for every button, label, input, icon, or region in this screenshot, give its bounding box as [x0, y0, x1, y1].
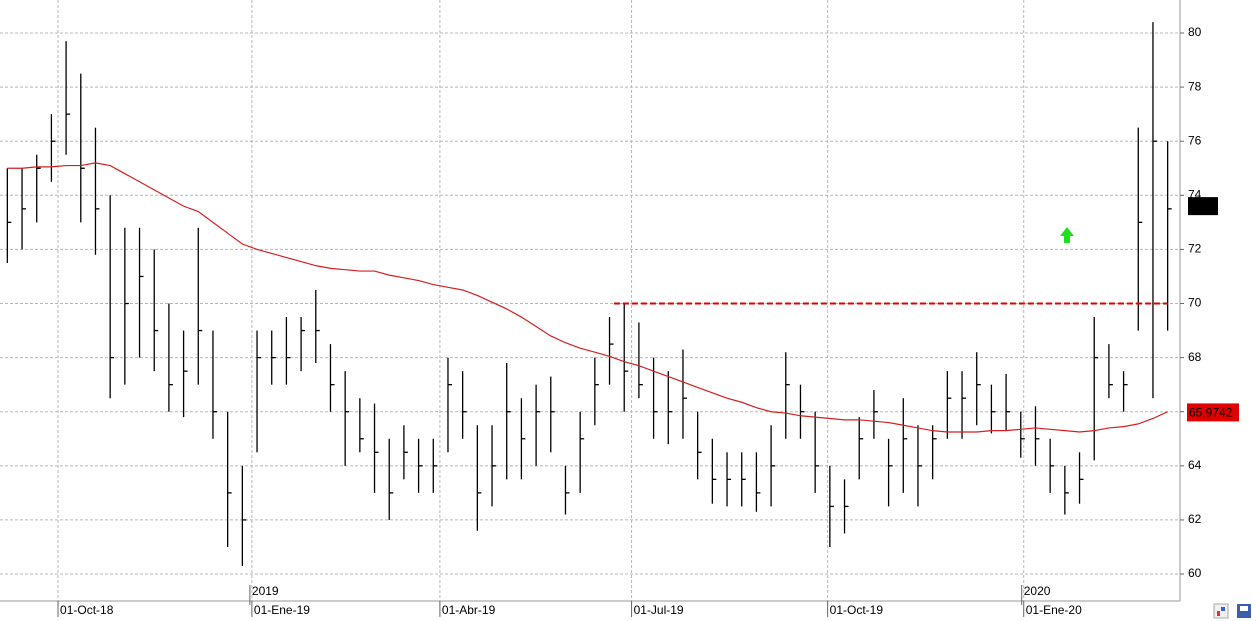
moving-average-line [7, 162, 1168, 433]
y-tick-label: 70 [1188, 296, 1202, 310]
y-tick-label: 68 [1188, 350, 1202, 364]
x-tick-label: 01-Ene-20 [1026, 603, 1082, 617]
ma-label: 65.9742 [1189, 406, 1233, 420]
up-arrow-icon [1060, 227, 1074, 243]
ma-label-box [1187, 403, 1239, 422]
x-tick-label: 01-Abr-19 [442, 603, 496, 617]
y-tick-label: 60 [1188, 566, 1202, 580]
x-tick-label: 01-Ene-19 [254, 603, 310, 617]
x-tick-label: 01-Oct-19 [830, 603, 884, 617]
last-price-box [1188, 197, 1218, 216]
icon-part [1240, 606, 1248, 611]
y-tick-label: 62 [1188, 512, 1202, 526]
y-tick-label: 78 [1188, 79, 1202, 93]
icon-part [1217, 611, 1220, 616]
year-label: 2019 [252, 584, 279, 598]
x-axis-band [0, 601, 1257, 621]
y-tick-label: 64 [1188, 458, 1202, 472]
x-tick-label: 01-Oct-18 [60, 603, 114, 617]
icon-part [1221, 607, 1225, 611]
y-tick-label: 72 [1188, 242, 1202, 256]
y-tick-label: 80 [1188, 25, 1202, 39]
x-tick-label: 01-Jul-19 [634, 603, 684, 617]
y-tick-label: 76 [1188, 133, 1202, 147]
year-label: 2020 [1024, 584, 1051, 598]
toolbar-icons[interactable] [1213, 603, 1251, 619]
